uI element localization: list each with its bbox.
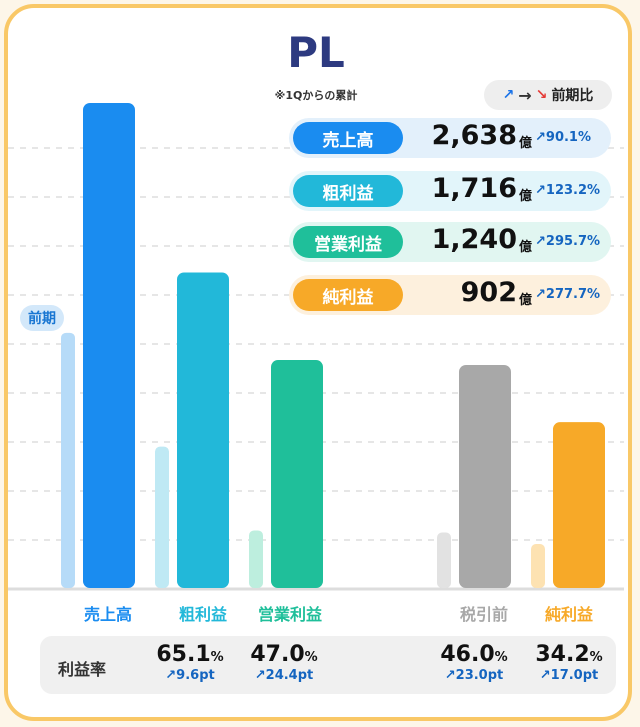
bar-current-2 bbox=[271, 360, 323, 588]
kpi-unit: 億 bbox=[519, 189, 533, 204]
kpi-card-operating-profit: 営業利益 1,240 億 ↗295.7% bbox=[289, 222, 611, 262]
margin-value: 34.2 bbox=[535, 642, 590, 667]
bar-previous-0 bbox=[61, 332, 75, 588]
page-subtitle: ※1Qからの累計 bbox=[274, 89, 358, 102]
margin-unit: % bbox=[210, 650, 224, 665]
yoy-legend: ↗ → ↘ 前期比 bbox=[484, 80, 612, 110]
category-label-net-profit: 純利益 bbox=[544, 605, 593, 624]
category-label-operating-profit: 営業利益 bbox=[257, 605, 322, 624]
margin-operating: 47.0% ↗24.4pt bbox=[236, 642, 332, 683]
kpi-value: 2,638 bbox=[431, 120, 517, 151]
bar-previous-3 bbox=[437, 532, 451, 588]
kpi-label: 純利益 bbox=[293, 279, 403, 311]
kpi-value: 1,240 bbox=[431, 224, 517, 255]
kpi-label: 営業利益 bbox=[293, 226, 403, 258]
trend-flat-icon: → bbox=[518, 85, 532, 105]
margin-unit: % bbox=[494, 650, 508, 665]
page-title: PL bbox=[287, 28, 345, 77]
margin-unit: % bbox=[589, 650, 603, 665]
margin-pretax: 46.0% ↗23.0pt bbox=[426, 642, 522, 683]
margin-row bbox=[40, 636, 616, 694]
margin-net: 34.2% ↗17.0pt bbox=[521, 642, 617, 683]
margin-value: 65.1 bbox=[156, 642, 211, 667]
kpi-unit: 億 bbox=[519, 293, 533, 308]
previous-period-tag: 前期 bbox=[20, 305, 64, 331]
kpi-card-net-profit: 純利益 902 億 ↗277.7% bbox=[289, 275, 611, 315]
kpi-value: 1,716 bbox=[431, 173, 517, 204]
category-label-pretax: 税引前 bbox=[459, 605, 508, 624]
margin-change: ↗17.0pt bbox=[539, 668, 599, 683]
bar-current-0 bbox=[83, 103, 135, 588]
bar-previous-4 bbox=[531, 544, 545, 588]
kpi-change: ↗90.1% bbox=[535, 130, 591, 145]
bar-current-3 bbox=[459, 364, 511, 588]
kpi-change: ↗123.2% bbox=[535, 183, 601, 198]
margin-value: 46.0 bbox=[440, 642, 495, 667]
category-label-sales: 売上高 bbox=[83, 605, 132, 624]
margin-change: ↗23.0pt bbox=[444, 668, 504, 683]
margin-value: 47.0 bbox=[250, 642, 305, 667]
trend-up-icon: ↗ bbox=[502, 87, 515, 103]
kpi-card-gross-profit: 粗利益 1,716 億 ↗123.2% bbox=[289, 171, 611, 211]
bar-current-4 bbox=[553, 422, 605, 588]
margin-row-title: 利益率 bbox=[58, 660, 107, 679]
bar-previous-1 bbox=[155, 446, 169, 588]
trend-down-icon: ↘ bbox=[535, 87, 548, 103]
bar-previous-2 bbox=[249, 530, 263, 588]
kpi-unit: 億 bbox=[519, 240, 533, 255]
kpi-card-sales: 売上高 2,638 億 ↗90.1% bbox=[289, 118, 611, 158]
kpi-change: ↗295.7% bbox=[535, 234, 601, 249]
category-label-gross-profit: 粗利益 bbox=[178, 605, 227, 624]
kpi-label: 売上高 bbox=[293, 122, 403, 154]
kpi-label: 粗利益 bbox=[293, 175, 403, 207]
margin-unit: % bbox=[304, 650, 318, 665]
kpi-change: ↗277.7% bbox=[535, 287, 601, 302]
kpi-value: 902 bbox=[460, 277, 517, 308]
yoy-legend-label: 前期比 bbox=[551, 88, 594, 104]
margin-gross: 65.1% ↗9.6pt bbox=[142, 642, 238, 683]
margin-change: ↗24.4pt bbox=[254, 668, 314, 683]
margin-change: ↗9.6pt bbox=[165, 668, 215, 683]
bar-current-1 bbox=[177, 272, 229, 588]
kpi-unit: 億 bbox=[519, 136, 533, 151]
